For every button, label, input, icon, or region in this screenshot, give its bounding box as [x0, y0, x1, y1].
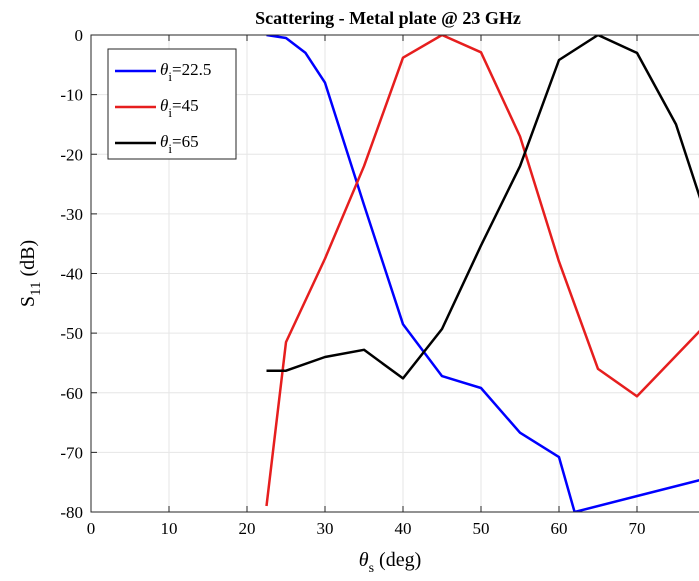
- x-tick-label: 60: [551, 519, 568, 538]
- x-tick-label: 10: [161, 519, 178, 538]
- y-tick-label: -30: [60, 205, 83, 224]
- x-tick-label: 20: [239, 519, 256, 538]
- x-label-unit: (deg): [374, 549, 421, 571]
- chart-title: Scattering - Metal plate @ 23 GHz: [255, 8, 521, 28]
- y-tick-label: -70: [60, 443, 83, 462]
- x-tick-label: 0: [87, 519, 96, 538]
- y-axis-label: S11 (dB): [17, 240, 44, 307]
- y-tick-label: -40: [60, 265, 83, 284]
- x-tick-label: 50: [473, 519, 490, 538]
- y-label-subscript: 11: [28, 282, 44, 296]
- legend-label-2: θi=45: [160, 96, 199, 120]
- plot-lines: [265, 35, 699, 512]
- legend-label-1: θi=22.5: [160, 60, 211, 84]
- y-tick-label: -20: [60, 145, 83, 164]
- x-tick-label: 30: [317, 519, 334, 538]
- legend-box: [107, 48, 237, 160]
- y-label-main: S: [17, 296, 39, 307]
- legend: θi=22.5 θi=45 θi=65: [107, 48, 237, 160]
- y-tick-label: -10: [60, 86, 83, 105]
- legend-label-3: θi=65: [160, 132, 199, 156]
- series-line-1: [266, 35, 699, 512]
- x-tick-label: 40: [395, 519, 412, 538]
- x-label-symbol: θ: [359, 549, 369, 571]
- y-tick-label: -50: [60, 324, 83, 343]
- x-tick-label: 70: [629, 519, 646, 538]
- y-tick-label: -80: [60, 503, 83, 522]
- series-line-3: [266, 35, 699, 380]
- y-tick-label: 0: [75, 26, 84, 45]
- x-axis-label: θs (deg): [359, 549, 421, 576]
- y-label-unit: (dB): [17, 240, 39, 282]
- series-line-2: [265, 35, 699, 507]
- x-label-subscript: s: [369, 561, 374, 576]
- y-tick-label: -60: [60, 384, 83, 403]
- axis-ticks: 0 10 20 30 40 50 60 70 0 -10 -20 -30 -40 -50 -60 -70 -80: [60, 26, 645, 538]
